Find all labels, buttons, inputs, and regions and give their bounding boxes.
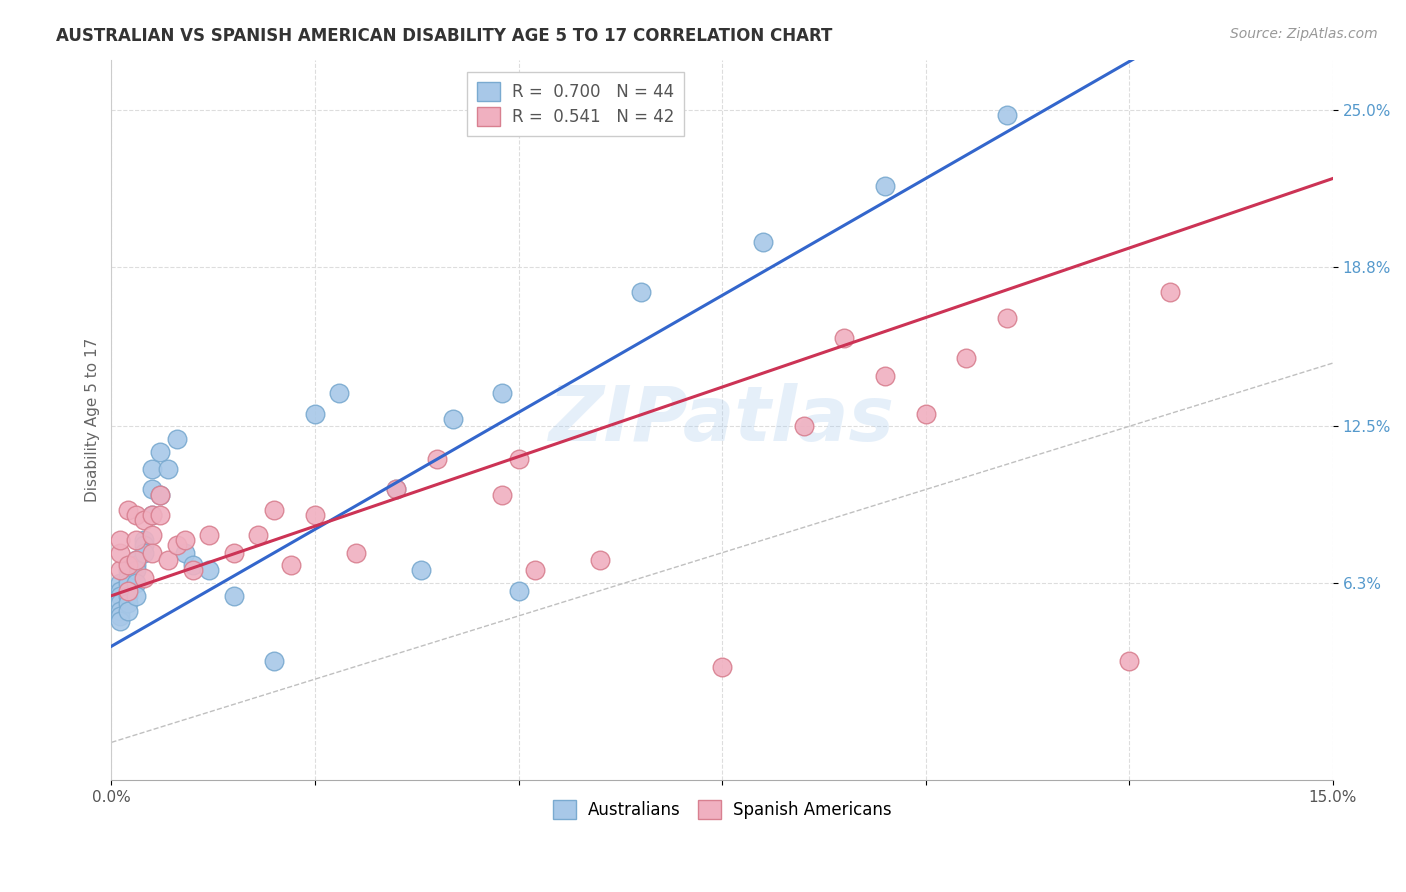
Point — [166, 538, 188, 552]
Point — [173, 546, 195, 560]
Point — [834, 331, 856, 345]
Point — [117, 563, 139, 577]
Point — [117, 604, 139, 618]
Point — [491, 487, 513, 501]
Point — [117, 571, 139, 585]
Point — [385, 483, 408, 497]
Point — [385, 483, 408, 497]
Point — [263, 655, 285, 669]
Point — [344, 546, 367, 560]
Point — [1118, 655, 1140, 669]
Point — [523, 563, 546, 577]
Point — [141, 483, 163, 497]
Point — [157, 462, 180, 476]
Point — [125, 553, 148, 567]
Legend: Australians, Spanish Americans: Australians, Spanish Americans — [547, 794, 898, 826]
Point — [873, 368, 896, 383]
Point — [125, 563, 148, 577]
Point — [132, 546, 155, 560]
Point — [995, 310, 1018, 325]
Point — [117, 596, 139, 610]
Point — [752, 235, 775, 249]
Point — [508, 583, 530, 598]
Point — [132, 513, 155, 527]
Text: AUSTRALIAN VS SPANISH AMERICAN DISABILITY AGE 5 TO 17 CORRELATION CHART: AUSTRALIAN VS SPANISH AMERICAN DISABILIT… — [56, 27, 832, 45]
Point — [125, 558, 148, 573]
Point — [108, 596, 131, 610]
Point — [117, 589, 139, 603]
Point — [304, 508, 326, 522]
Point — [955, 351, 977, 365]
Point — [125, 576, 148, 591]
Point — [198, 528, 221, 542]
Point — [108, 533, 131, 547]
Point — [141, 508, 163, 522]
Point — [173, 533, 195, 547]
Point — [125, 508, 148, 522]
Point — [108, 546, 131, 560]
Point — [873, 179, 896, 194]
Point — [222, 589, 245, 603]
Point — [157, 553, 180, 567]
Point — [149, 444, 172, 458]
Text: Source: ZipAtlas.com: Source: ZipAtlas.com — [1230, 27, 1378, 41]
Point — [108, 609, 131, 624]
Point — [328, 386, 350, 401]
Point — [508, 452, 530, 467]
Point — [711, 659, 734, 673]
Point — [166, 432, 188, 446]
Point — [117, 583, 139, 598]
Point — [263, 502, 285, 516]
Point — [441, 411, 464, 425]
Point — [426, 452, 449, 467]
Point — [141, 462, 163, 476]
Point — [132, 571, 155, 585]
Point — [108, 614, 131, 628]
Point — [108, 583, 131, 598]
Point — [181, 563, 204, 577]
Point — [108, 563, 131, 577]
Point — [149, 487, 172, 501]
Point — [125, 589, 148, 603]
Point — [995, 108, 1018, 122]
Point — [117, 502, 139, 516]
Point — [125, 553, 148, 567]
Point — [280, 558, 302, 573]
Point — [108, 576, 131, 591]
Point — [181, 558, 204, 573]
Point — [304, 407, 326, 421]
Point — [491, 386, 513, 401]
Point — [914, 407, 936, 421]
Point — [222, 546, 245, 560]
Point — [132, 533, 155, 547]
Point — [125, 533, 148, 547]
Point — [141, 546, 163, 560]
Y-axis label: Disability Age 5 to 17: Disability Age 5 to 17 — [86, 338, 100, 502]
Point — [409, 563, 432, 577]
Point — [108, 604, 131, 618]
Point — [141, 508, 163, 522]
Point — [149, 487, 172, 501]
Point — [149, 508, 172, 522]
Point — [132, 538, 155, 552]
Point — [246, 528, 269, 542]
Point — [630, 285, 652, 300]
Point — [141, 528, 163, 542]
Point — [589, 553, 612, 567]
Point — [108, 589, 131, 603]
Point — [1159, 285, 1181, 300]
Point — [198, 563, 221, 577]
Point — [117, 558, 139, 573]
Point — [117, 576, 139, 591]
Point — [793, 419, 815, 434]
Text: ZIPatlas: ZIPatlas — [550, 383, 896, 457]
